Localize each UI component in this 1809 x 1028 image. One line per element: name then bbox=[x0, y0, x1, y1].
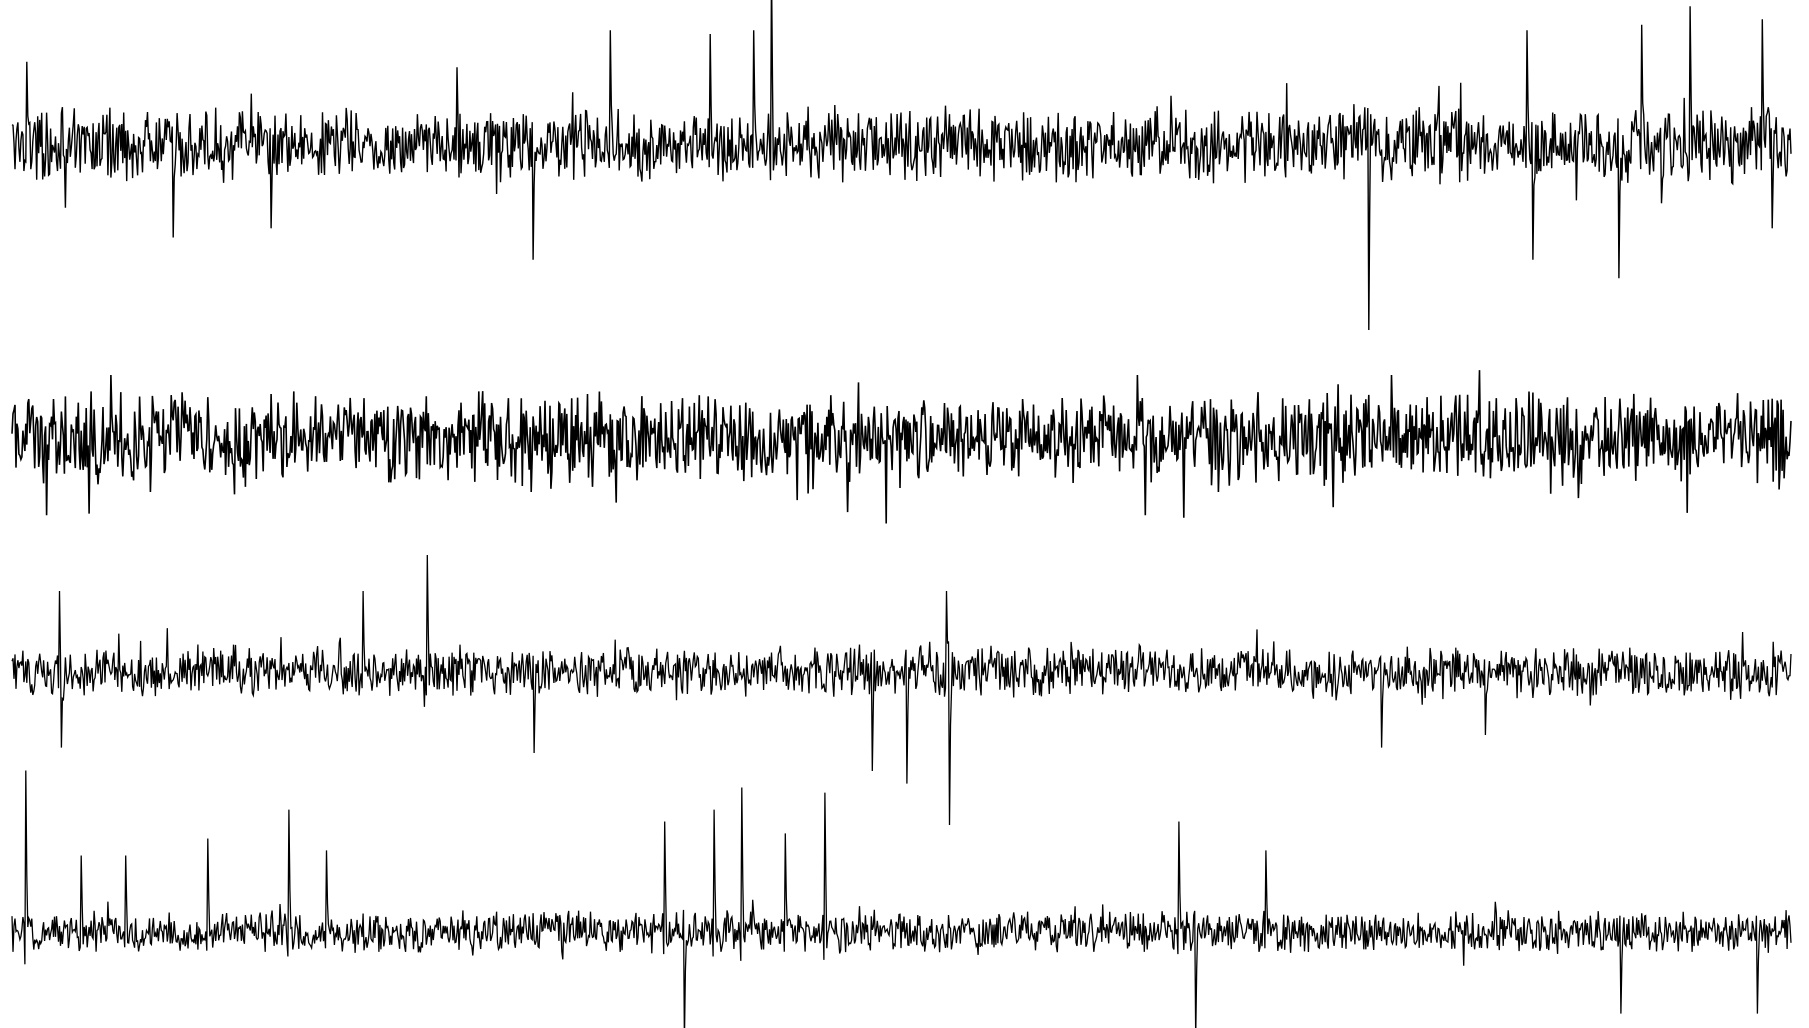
waveform-trace-3 bbox=[11, 554, 1792, 826]
waveform-trace-4 bbox=[11, 770, 1792, 1028]
waveform-trace-2 bbox=[11, 370, 1792, 524]
waveform-trace-1 bbox=[11, 0, 1792, 331]
